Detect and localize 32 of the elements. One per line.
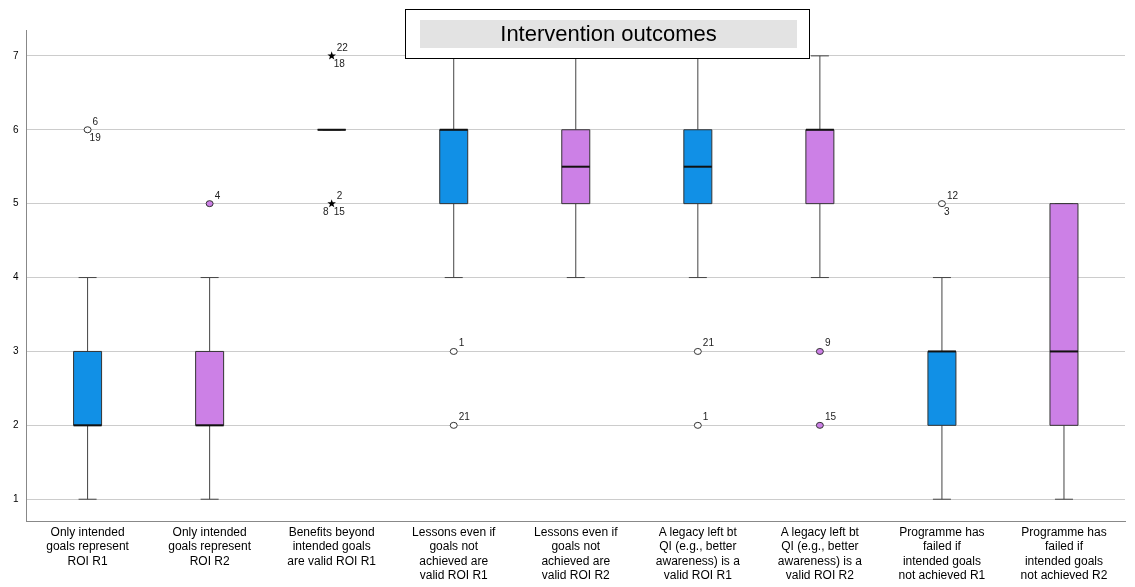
x-tick-label: Only intended goals represent ROI R1 (46, 524, 130, 568)
x-tick-label: A legacy left bt QI (e.g., better awareness) is a valid ROI R2 (777, 524, 863, 583)
x-tick-label: Lessons even if goals not achieved are valid ROI R2 (534, 524, 619, 583)
annotation: 1 (458, 337, 465, 349)
annotation: 15 (333, 205, 346, 217)
annotation: 15 (824, 411, 837, 423)
annotation: 21 (702, 337, 715, 349)
x-tick-label: Programme has failed if intended goals not achieved R2 (1020, 524, 1108, 583)
y-tick-label: 4 (13, 271, 19, 283)
x-tick-label: Programme has failed if intended goals not achieved R1 (898, 524, 986, 583)
annotation: 8 (323, 205, 330, 217)
annotation: 19 (89, 131, 102, 143)
annotation: 6 (92, 115, 99, 127)
annotation: 21 (458, 411, 471, 423)
y-tick-label: 5 (13, 197, 19, 209)
y-tick-label: 6 (13, 123, 19, 135)
annotation: 3 (943, 205, 950, 217)
annotation: 22 (336, 41, 349, 53)
y-tick-label: 3 (13, 345, 19, 357)
annotation: 4 (214, 189, 221, 201)
annotation: 2 (336, 189, 343, 201)
annotation: 9 (824, 337, 831, 349)
y-tick-label: 1 (13, 492, 19, 504)
x-tick-label: Benefits beyond intended goals are valid ROI R1 (287, 524, 377, 568)
x-tick-label: A legacy left bt QI (e.g., better awareness) is a valid ROI R1 (655, 524, 741, 583)
annotation: 1 (702, 411, 709, 423)
y-tick-label: 2 (13, 419, 19, 431)
annotation: 18 (333, 57, 346, 69)
x-tick-label: Lessons even if goals not achieved are valid ROI R1 (412, 524, 497, 583)
x-tick-label: Only intended goals represent ROI R2 (168, 524, 252, 568)
y-tick-label: 7 (13, 49, 19, 61)
annotation: 12 (946, 189, 959, 201)
